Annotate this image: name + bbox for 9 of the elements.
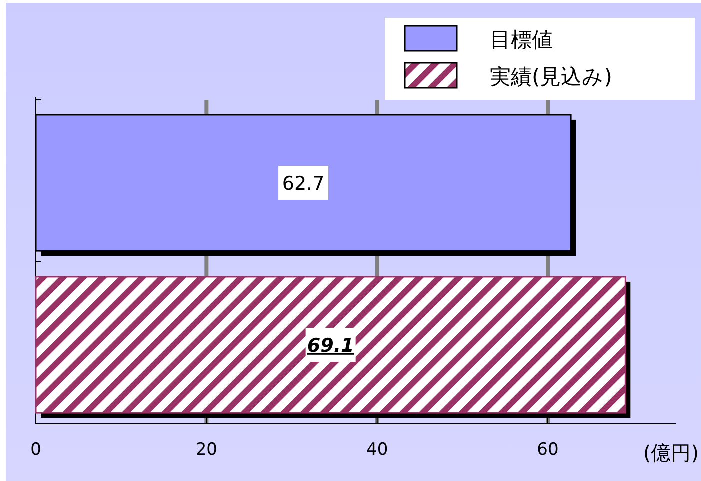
x-tick-label: 60 [537, 440, 559, 460]
x-tick-label: 40 [366, 440, 388, 460]
x-tick-label: 20 [196, 440, 218, 460]
legend-label: 目標値 [490, 28, 553, 52]
legend-label: 実績(見込み) [490, 65, 612, 89]
data-label: 69.1 [307, 335, 354, 357]
x-axis-title: (億円) [643, 441, 699, 465]
data-label: 62.7 [282, 173, 325, 195]
x-tick-label: 0 [30, 440, 42, 460]
